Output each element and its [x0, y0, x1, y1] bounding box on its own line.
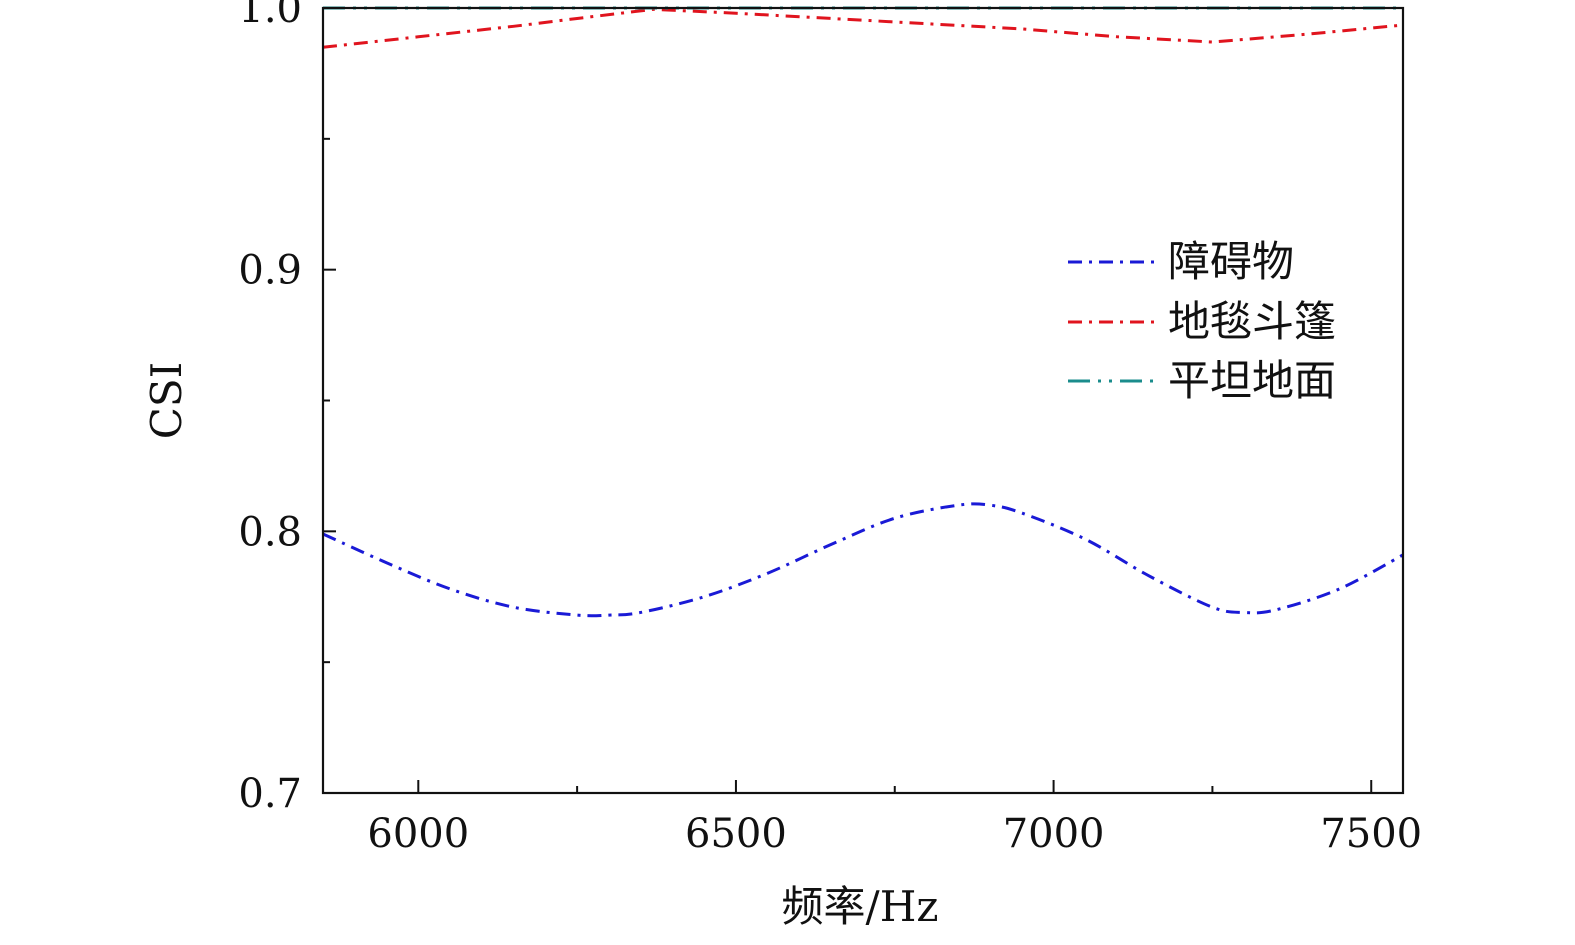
y-tick-label: 0.9 — [238, 248, 302, 294]
series-line-1 — [322, 502, 1404, 618]
legend-label-3: 平坦地面 — [1168, 356, 1336, 405]
x-axis-title: 频率/Hz — [782, 882, 939, 931]
y-axis-title: CSI — [142, 362, 191, 440]
legend-label-2: 地毯斗篷 — [1168, 297, 1336, 346]
y-tick-labels: 0.7 0.8 0.9 1.0 — [238, 0, 302, 817]
y-tick-label: 1.0 — [238, 0, 302, 32]
series-line-2 — [322, 7, 1404, 49]
x-tick-label: 7000 — [1003, 811, 1105, 857]
plot-frame — [321, 6, 1405, 795]
legend-label-1: 障碍物 — [1168, 237, 1294, 286]
y-tick-label: 0.8 — [238, 509, 302, 555]
x-tick-label: 7500 — [1320, 811, 1422, 857]
y-tick-label: 0.7 — [238, 771, 302, 817]
x-tick-labels: 6000 6500 7000 7500 — [367, 811, 1422, 857]
x-tick-label: 6000 — [367, 811, 469, 857]
x-tick-label: 6500 — [685, 811, 787, 857]
